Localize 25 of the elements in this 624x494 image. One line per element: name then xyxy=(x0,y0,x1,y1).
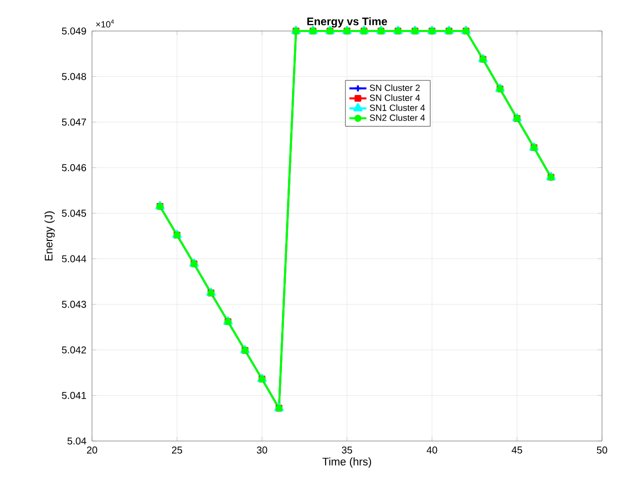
y-tick-label: 5.044 xyxy=(62,255,86,262)
x-tick-label: 20 xyxy=(86,446,98,454)
y-tick-label: 5.041 xyxy=(62,392,86,399)
x-tick-label: 35 xyxy=(342,446,352,454)
legend-label: SN1 Cluster 4 xyxy=(370,104,425,111)
y-tick-label: 5.047 xyxy=(62,118,86,126)
y-tick-label: 5.045 xyxy=(62,210,86,217)
chart-title: Energy vs Time xyxy=(307,17,388,28)
y-tick-label: 5.048 xyxy=(62,73,86,80)
legend-label: SN Cluster 2 xyxy=(370,84,420,91)
y-tick-label: 5.046 xyxy=(62,164,86,172)
y-tick-label: 5.042 xyxy=(62,346,86,354)
y-tick-label: 5.043 xyxy=(62,300,86,308)
text: ×10$^{4}$ xyxy=(96,19,114,28)
y-tick-label: 5.04 xyxy=(67,437,86,445)
x-tick-label: 25 xyxy=(172,446,182,454)
x-tick-label: 40 xyxy=(426,446,438,454)
legend-label: SN Cluster 4 xyxy=(370,94,420,101)
y-tick-label: 5.049 xyxy=(62,27,86,35)
x-tick-label: 50 xyxy=(596,446,608,454)
y-axis-title: Energy (J) xyxy=(44,211,55,260)
x-tick-label: 45 xyxy=(512,446,522,454)
x-tick-label: 30 xyxy=(256,446,268,454)
legend-label: SN2 Cluster 4 xyxy=(370,114,425,121)
x-axis-title: Time (hrs) xyxy=(322,457,372,468)
